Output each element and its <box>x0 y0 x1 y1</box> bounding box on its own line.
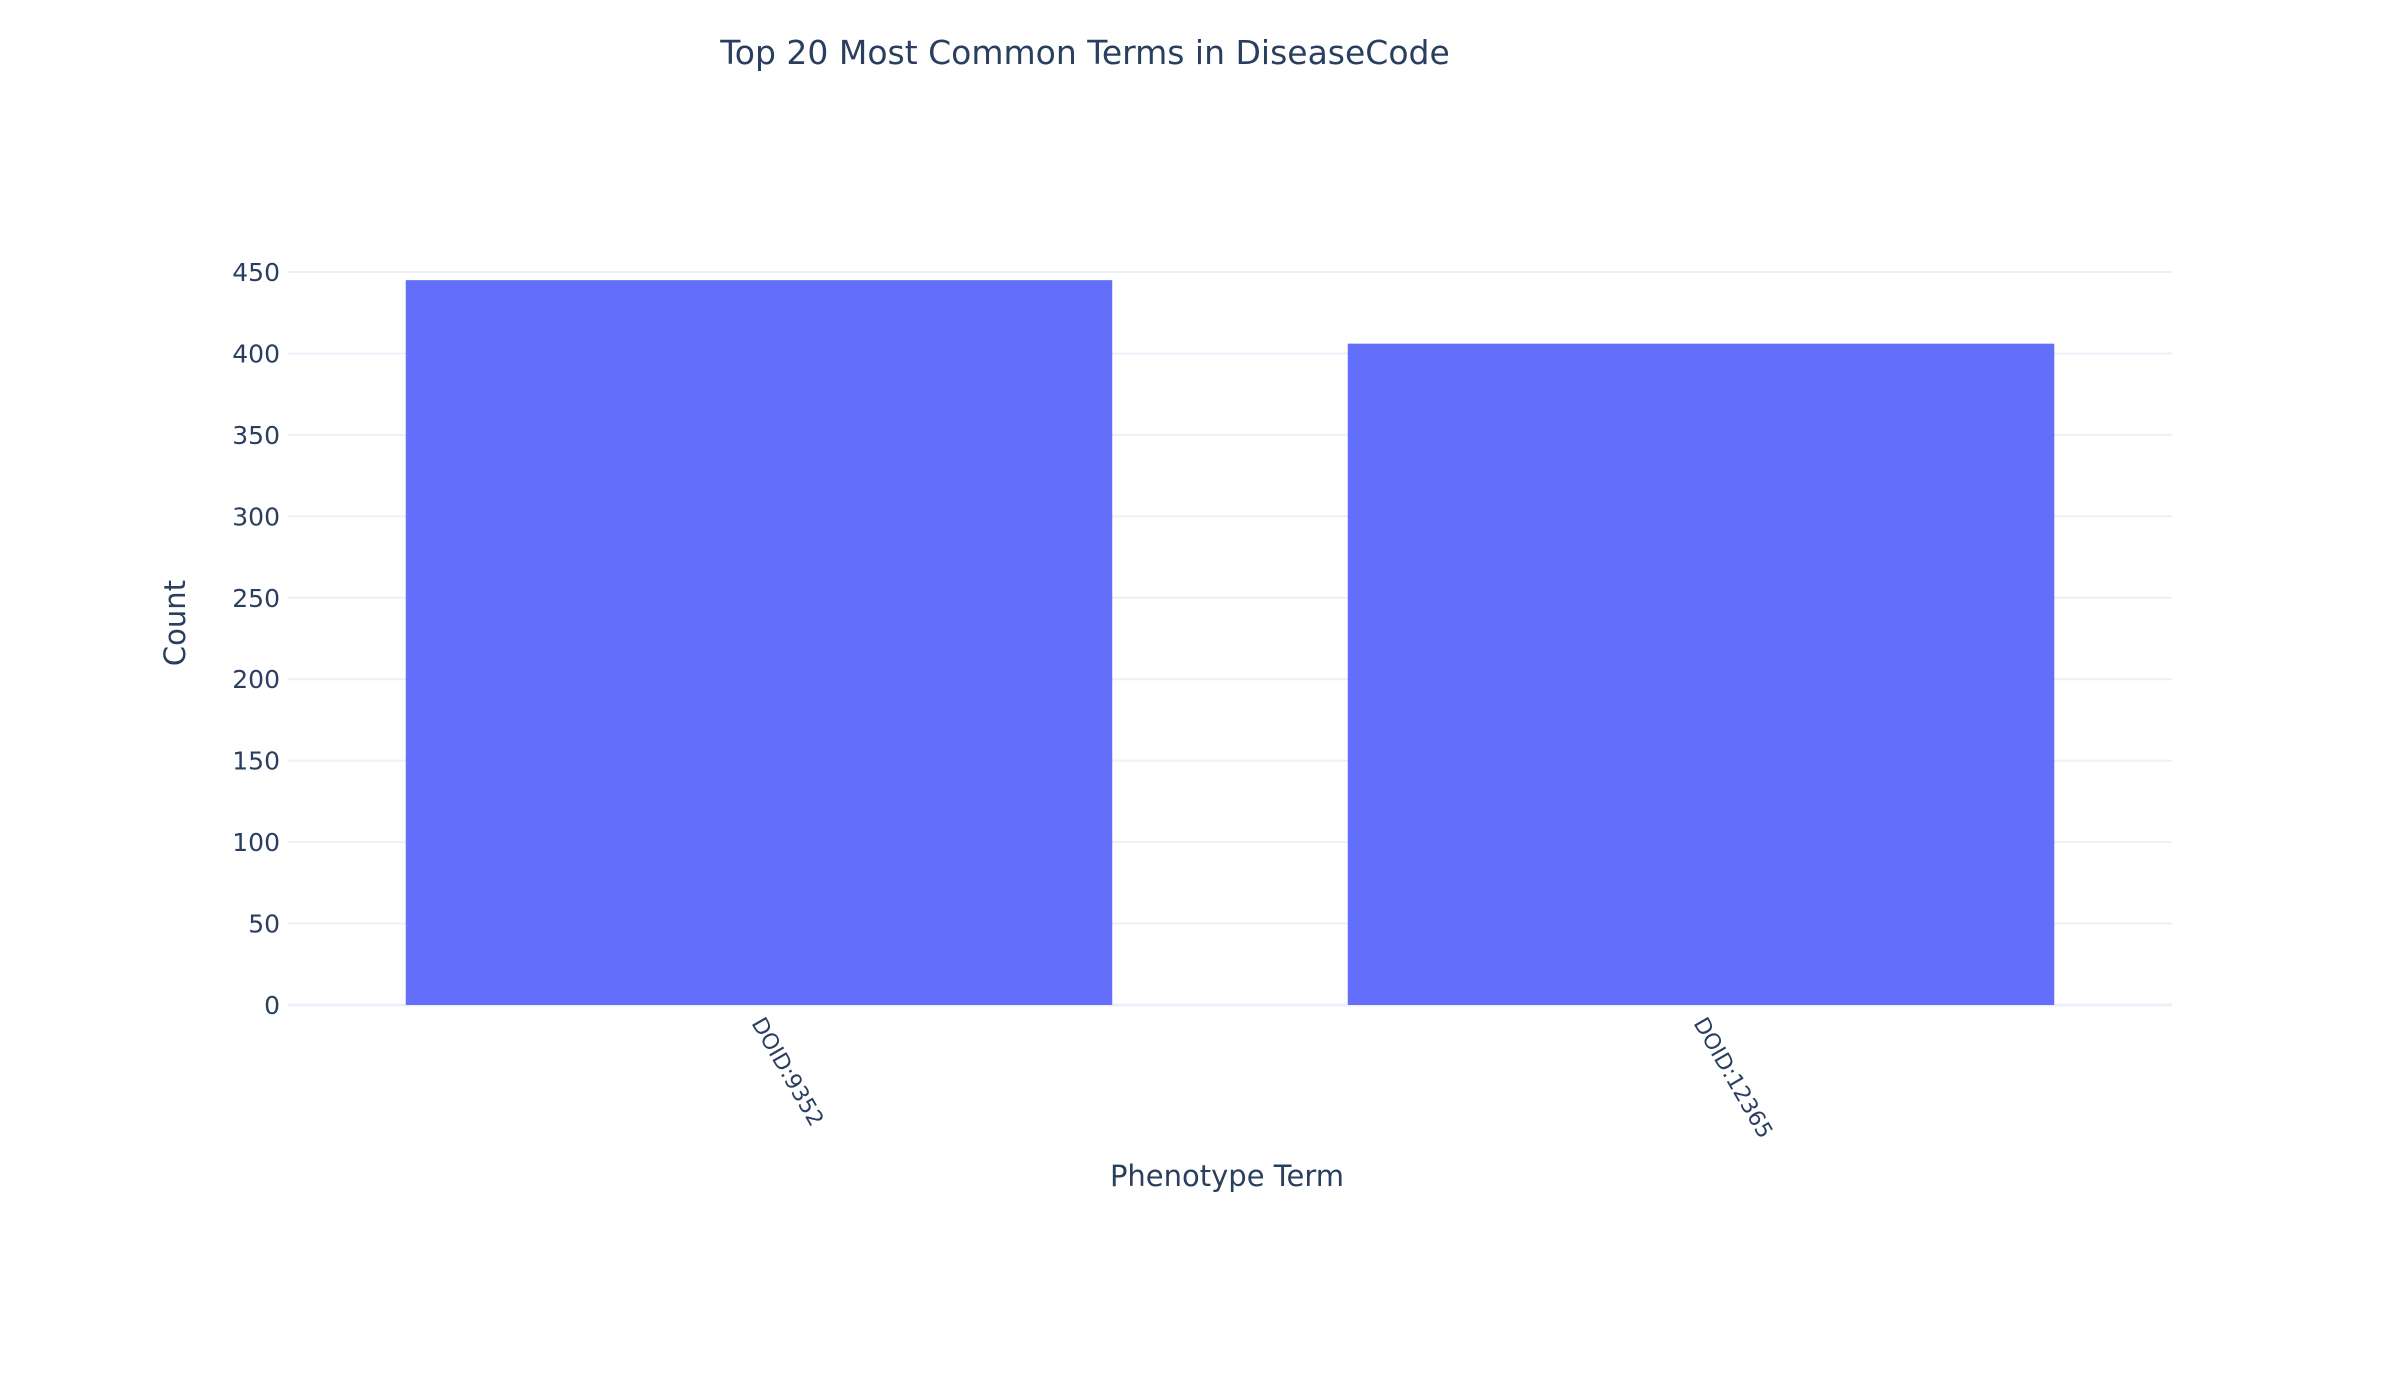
y-axis-title: Count <box>158 580 192 666</box>
x-tick-label: DOID:9352 <box>746 1014 828 1131</box>
x-tick-label: DOID:12365 <box>1688 1014 1777 1143</box>
y-tick-label: 350 <box>232 421 280 450</box>
y-axis-ticks: 0 50 100 150 200 250 300 350 400 450 <box>232 258 280 1020</box>
bars <box>405 280 2055 1006</box>
y-tick-label: 250 <box>232 584 280 613</box>
y-tick-label: 100 <box>232 828 280 857</box>
y-tick-label: 450 <box>232 258 280 287</box>
bar-doid-12365[interactable] <box>1347 343 2055 1005</box>
y-tick-label: 150 <box>232 747 280 776</box>
y-tick-label: 400 <box>232 339 280 368</box>
x-axis-title: Phenotype Term <box>1110 1159 1344 1193</box>
bar-doid-9352[interactable] <box>405 280 1113 1006</box>
chart-title: Top 20 Most Common Terms in DiseaseCode <box>719 33 1450 72</box>
y-tick-label: 300 <box>232 502 280 531</box>
y-tick-label: 200 <box>232 665 280 694</box>
x-axis-ticks: DOID:9352 DOID:12365 <box>746 1014 1777 1143</box>
y-tick-label: 0 <box>264 991 280 1020</box>
y-tick-label: 50 <box>248 910 280 939</box>
